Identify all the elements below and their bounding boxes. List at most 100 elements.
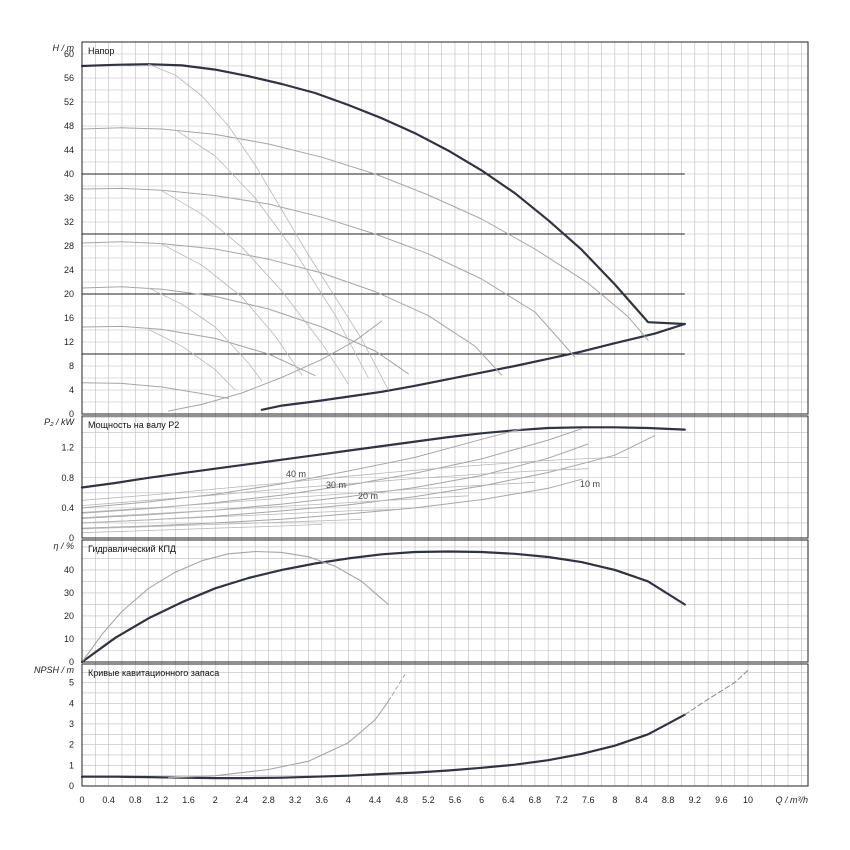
x-tick-label: 2 (213, 795, 218, 805)
x-tick-label: 4 (346, 795, 351, 805)
head-curve-control (161, 190, 349, 385)
power-y-tick-label: 0.4 (61, 503, 74, 513)
head-y-axis-label: H / m (53, 43, 75, 53)
head-curve-speed (81, 127, 649, 341)
x-tick-label: 8.8 (662, 795, 675, 805)
efficiency-panel-frame (81, 539, 809, 663)
x-tick-label: 8.4 (635, 795, 648, 805)
power-curve-speed (81, 428, 523, 509)
power-panel-title: Мощность на валу P2 (88, 420, 179, 430)
power-curve-control (81, 495, 469, 519)
head-y-tick-label: 24 (64, 265, 74, 275)
head-y-tick-label: 56 (64, 73, 74, 83)
power-label-20m: 20 m (358, 491, 378, 501)
x-tick-label: 9.6 (715, 795, 728, 805)
x-tick-label: 3.6 (316, 795, 329, 805)
npsh-panel-frame (81, 663, 809, 787)
power-curve-speed (81, 443, 589, 519)
head-y-tick-label: 60 (64, 49, 74, 59)
x-tick-label: 3.2 (289, 795, 302, 805)
npsh-curve-secondary (168, 700, 389, 779)
x-tick-label: 1.2 (156, 795, 169, 805)
head-curve-max (80, 63, 686, 326)
head-curve-control (174, 129, 369, 379)
x-tick-label: 0.8 (129, 795, 142, 805)
head-curve-speed (81, 187, 576, 358)
x-tick-label: 9.2 (689, 795, 702, 805)
efficiency-y-tick-label: 40 (64, 565, 74, 575)
power-curve-control (81, 524, 323, 534)
npsh-curve-max-ext (684, 669, 749, 716)
x-tick-label: 2.8 (262, 795, 275, 805)
power-curve-control (81, 456, 629, 501)
curves (80, 63, 749, 780)
reference-lines (82, 173, 685, 355)
power-y-tick-label: 0.8 (61, 473, 74, 483)
x-tick-labels: 0 0.4 0.8 1.2 1.6 2 2.4 2.8 3.2 3.6 4 4.4 4.8 5.2 5.6 6… (79, 795, 753, 805)
panel-frames (81, 41, 809, 787)
power-y-axis-label: P₂ / kW (44, 417, 75, 427)
x-tick-label: 10 (743, 795, 753, 805)
x-tick-label: 5.2 (422, 795, 435, 805)
x-tick-label: 4.4 (369, 795, 382, 805)
head-y-tick-label: 44 (64, 145, 74, 155)
npsh-y-tick-label: 3 (69, 719, 74, 729)
head-panel-title: Напор (88, 46, 114, 56)
efficiency-y-tick-label: 20 (64, 611, 74, 621)
panel-titles: Напор Мощность на валу P2 Гидравлический К… (88, 46, 219, 678)
head-panel-frame (81, 41, 809, 415)
power-y-tick-label: 1.2 (61, 443, 74, 453)
npsh-curve-max (80, 713, 686, 780)
head-y-tick-label: 8 (69, 361, 74, 371)
npsh-panel-title: Кривые кавитационного запаса (88, 668, 219, 678)
power-curve-control (81, 468, 589, 507)
head-y-tick-label: 28 (64, 241, 74, 251)
power-label-40m: 40 m (286, 469, 306, 479)
x-tick-label: 7.2 (555, 795, 568, 805)
npsh-y-tick-label: 4 (69, 698, 74, 708)
power-curve-max (80, 426, 686, 489)
npsh-curve-secondary-ext (387, 673, 406, 702)
efficiency-curve-secondary (81, 550, 389, 663)
head-curve-min (168, 320, 383, 412)
npsh-y-tick-label: 5 (69, 678, 74, 688)
power-y-tick-label: 0 (69, 533, 74, 543)
x-tick-label: 0 (79, 795, 84, 805)
x-tick-label: 6 (479, 795, 484, 805)
efficiency-panel-title: Гидравлический КПД (88, 544, 176, 554)
efficiency-y-tick-label: 0 (69, 657, 74, 667)
power-label-30m: 30 m (326, 480, 346, 490)
power-curve-control (81, 518, 363, 530)
x-tick-label: 6.8 (529, 795, 542, 805)
x-tick-label: 6.4 (502, 795, 515, 805)
head-y-tick-label: 40 (64, 169, 74, 179)
head-y-tick-label: 12 (64, 337, 74, 347)
head-curve-control (148, 63, 389, 391)
power-label-10m: 10 m (580, 479, 600, 489)
x-tick-label: 8 (612, 795, 617, 805)
head-curve-speed (81, 325, 316, 377)
efficiency-y-tick-label: 30 (64, 588, 74, 598)
efficiency-y-axis-label: η / % (53, 541, 74, 551)
head-y-tick-label: 20 (64, 289, 74, 299)
x-tick-label: 0.4 (102, 795, 115, 805)
x-tick-label: 7.6 (582, 795, 595, 805)
head-y-tick-label: 16 (64, 313, 74, 323)
head-curve-control (148, 287, 263, 382)
power-curve-control (81, 481, 536, 513)
head-y-tick-label: 4 (69, 385, 74, 395)
x-tick-label: 5.6 (449, 795, 462, 805)
x-tick-label: 2.4 (236, 795, 249, 805)
head-curve-speed (81, 382, 229, 399)
head-y-tick-label: 36 (64, 193, 74, 203)
npsh-y-tick-label: 2 (69, 740, 74, 750)
x-axis-label: Q / m³/h (775, 795, 808, 805)
head-curve-control (148, 328, 236, 391)
head-y-tick-label: 52 (64, 97, 74, 107)
power-curve-speed (81, 478, 582, 529)
npsh-y-axis-label: NPSH / m (34, 665, 75, 675)
head-y-tick-label: 0 (69, 409, 74, 419)
head-curve-speed (81, 241, 503, 376)
